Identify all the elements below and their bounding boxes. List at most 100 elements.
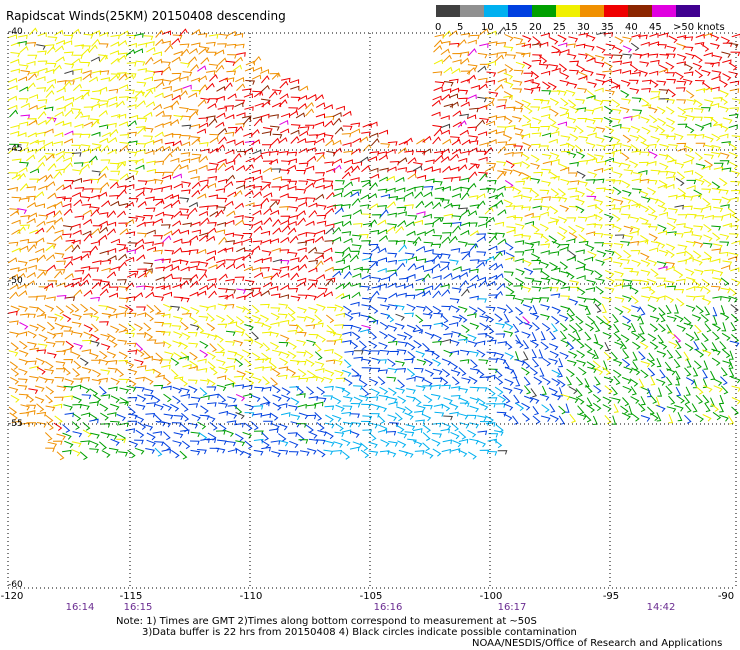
wind-barb [335, 180, 345, 185]
wind-barb [495, 232, 506, 238]
wind-barb [71, 321, 82, 328]
wind-barb [719, 160, 730, 165]
wind-barb [431, 422, 442, 428]
wind-barb [106, 221, 117, 227]
wind-barb [524, 277, 535, 283]
wind-barb [62, 424, 71, 433]
wind-barb [583, 256, 594, 262]
wind-barb [200, 395, 210, 400]
wind-barb [684, 414, 692, 424]
wind-barb [521, 402, 531, 411]
wind-barb [163, 431, 171, 441]
wind-barb [324, 369, 335, 377]
wind-barb [361, 367, 372, 372]
wind-barb [728, 71, 739, 78]
wind-barb [468, 163, 478, 171]
wind-barb [468, 135, 479, 141]
wind-barb [378, 394, 389, 401]
wind-barb [397, 379, 406, 389]
wind-barb [506, 106, 516, 112]
wind-barb [116, 413, 126, 422]
wind-barb [341, 246, 351, 254]
wind-barb [188, 385, 198, 393]
wind-barb [79, 357, 89, 366]
wind-barb [682, 78, 693, 86]
wind-barb [63, 34, 74, 40]
wind-barb [731, 406, 739, 416]
wind-barb [622, 397, 630, 407]
wind-barb [118, 189, 127, 197]
wind-barb [566, 217, 577, 222]
wind-barb [198, 117, 209, 122]
wind-barb [459, 359, 470, 364]
wind-barb [188, 379, 198, 385]
wind-barb [648, 70, 659, 76]
wind-barb [422, 424, 431, 433]
wind-barb [173, 183, 183, 189]
wind-barb [253, 118, 263, 127]
wind-barb [236, 247, 246, 253]
wind-barb [686, 304, 696, 312]
wind-barb [19, 183, 29, 191]
wind-barb [92, 369, 102, 378]
wind-barb [612, 186, 622, 195]
wind-barb [207, 278, 217, 283]
wind-barb [205, 255, 216, 262]
wind-barb [433, 86, 443, 92]
wind-barb [297, 201, 308, 207]
wind-barb [133, 292, 144, 299]
wind-barb [45, 69, 55, 74]
wind-barb [596, 144, 606, 151]
wind-barb [92, 260, 102, 265]
wind-barb [379, 386, 389, 395]
wind-barb [443, 177, 454, 182]
wind-barb [665, 98, 676, 105]
wind-barb [100, 343, 111, 351]
wind-barb [153, 235, 164, 240]
wind-barb [181, 115, 192, 121]
wind-barb [260, 439, 270, 449]
wind-barb [558, 415, 565, 425]
wind-barb [377, 205, 388, 210]
wind-barb [684, 250, 694, 259]
wind-barb [209, 74, 218, 82]
wind-barb [17, 76, 28, 82]
wind-barb [35, 247, 45, 254]
wind-barb [594, 205, 604, 214]
wind-barb [565, 89, 576, 97]
wind-barb [216, 359, 226, 366]
wind-barb [397, 431, 408, 439]
wind-barb [730, 189, 740, 195]
wind-barb [441, 185, 451, 191]
wind-barb [641, 87, 651, 93]
wind-barb [542, 357, 552, 367]
wind-barb [395, 176, 405, 183]
wind-barb [26, 195, 36, 201]
wind-barb [226, 420, 237, 425]
wind-barb [440, 48, 450, 56]
wind-barb [621, 162, 631, 169]
wind-barb [405, 221, 415, 228]
wind-barb [658, 313, 666, 323]
legend-label: 40 [625, 22, 638, 33]
wind-barb [513, 69, 524, 75]
wind-barb [305, 324, 316, 329]
wind-barb [62, 80, 72, 89]
wind-barb [92, 143, 102, 150]
wind-barb [145, 139, 155, 145]
wind-barb [485, 314, 495, 323]
wind-barb [551, 369, 561, 378]
wind-barb [290, 421, 301, 428]
wind-barb [18, 368, 28, 376]
wind-barb [199, 349, 209, 358]
wind-barb [29, 365, 39, 371]
wind-barb [683, 170, 694, 175]
wind-barb [611, 99, 621, 108]
wind-barb [720, 152, 730, 159]
wind-barb [727, 256, 738, 261]
wind-barb [704, 402, 711, 413]
wind-barb [226, 43, 237, 49]
wind-barb [692, 194, 702, 199]
wind-barb [342, 110, 352, 117]
wind-barb [622, 36, 632, 43]
